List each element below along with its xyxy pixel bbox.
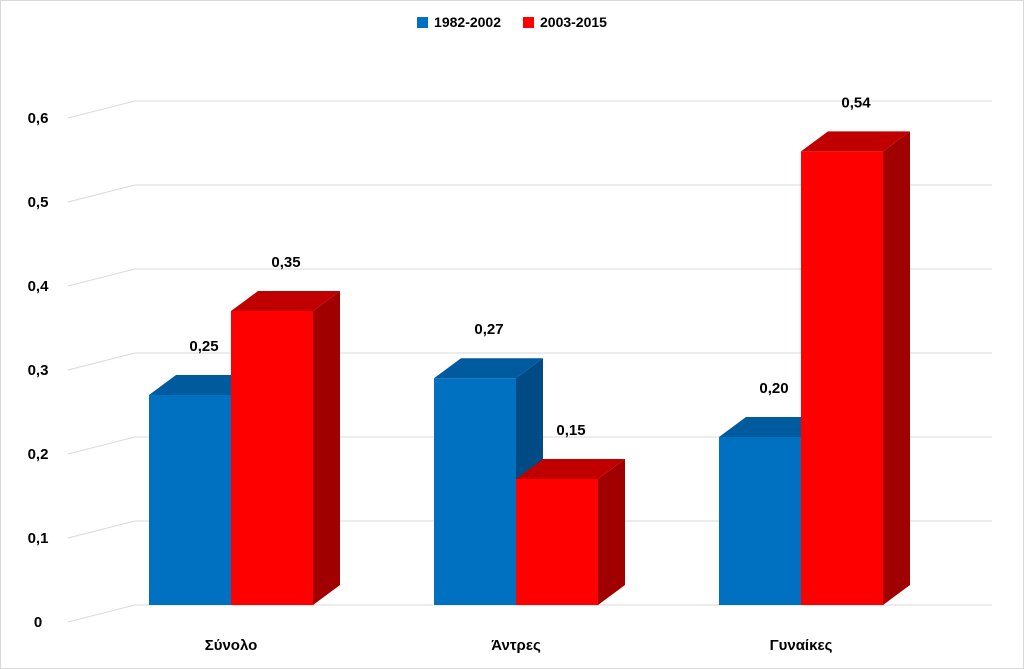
data-label: 0,20: [759, 380, 788, 397]
gridline-depth: [67, 268, 136, 287]
bar-top: [149, 375, 258, 395]
legend-item-series-1: 1982-2002: [417, 14, 501, 30]
y-tick-label: 0,3: [28, 362, 49, 379]
gridline-depth: [67, 100, 136, 119]
y-tick-label: 0: [34, 614, 42, 631]
bar-top: [231, 291, 340, 311]
legend-item-series-2: 2003-2015: [523, 14, 607, 30]
data-label: 0,54: [841, 94, 871, 111]
bar-top: [434, 358, 543, 379]
gridline-depth: [67, 604, 136, 623]
bar: [434, 378, 516, 605]
bar: [149, 395, 231, 605]
bar-side: [883, 131, 910, 605]
bar: [516, 479, 598, 605]
gridline-depth: [67, 436, 136, 455]
data-label: 0,35: [271, 254, 300, 271]
data-label: 0,25: [189, 338, 218, 355]
bar: [719, 437, 801, 605]
y-tick-label: 0,5: [28, 194, 49, 211]
y-tick-label: 0,4: [28, 278, 50, 295]
gridline-depth: [67, 352, 136, 371]
legend: 1982-2002 2003-2015: [0, 14, 1024, 30]
x-category-label: Σύνολο: [205, 637, 258, 654]
bar-top: [516, 459, 625, 479]
bar-side: [313, 291, 340, 605]
bar-top: [719, 417, 828, 437]
y-tick-label: 0,1: [28, 530, 49, 547]
data-label: 0,15: [556, 422, 585, 439]
legend-label-series-1: 1982-2002: [434, 14, 501, 30]
bar-side: [598, 459, 625, 605]
legend-swatch-series-2: [523, 16, 534, 28]
legend-swatch-series-1: [417, 16, 429, 28]
x-category-label: Άντρες: [491, 637, 541, 654]
gridline-depth: [67, 184, 136, 203]
bar-top: [801, 131, 910, 152]
bar: [801, 151, 883, 605]
legend-label-series-2: 2003-2015: [540, 14, 607, 30]
gridline-depth: [67, 520, 136, 539]
x-category-label: Γυναίκες: [770, 637, 833, 654]
bar: [231, 311, 313, 605]
y-tick-label: 0,6: [28, 110, 49, 127]
y-tick-label: 0,2: [28, 446, 49, 463]
data-label: 0,27: [474, 321, 503, 338]
